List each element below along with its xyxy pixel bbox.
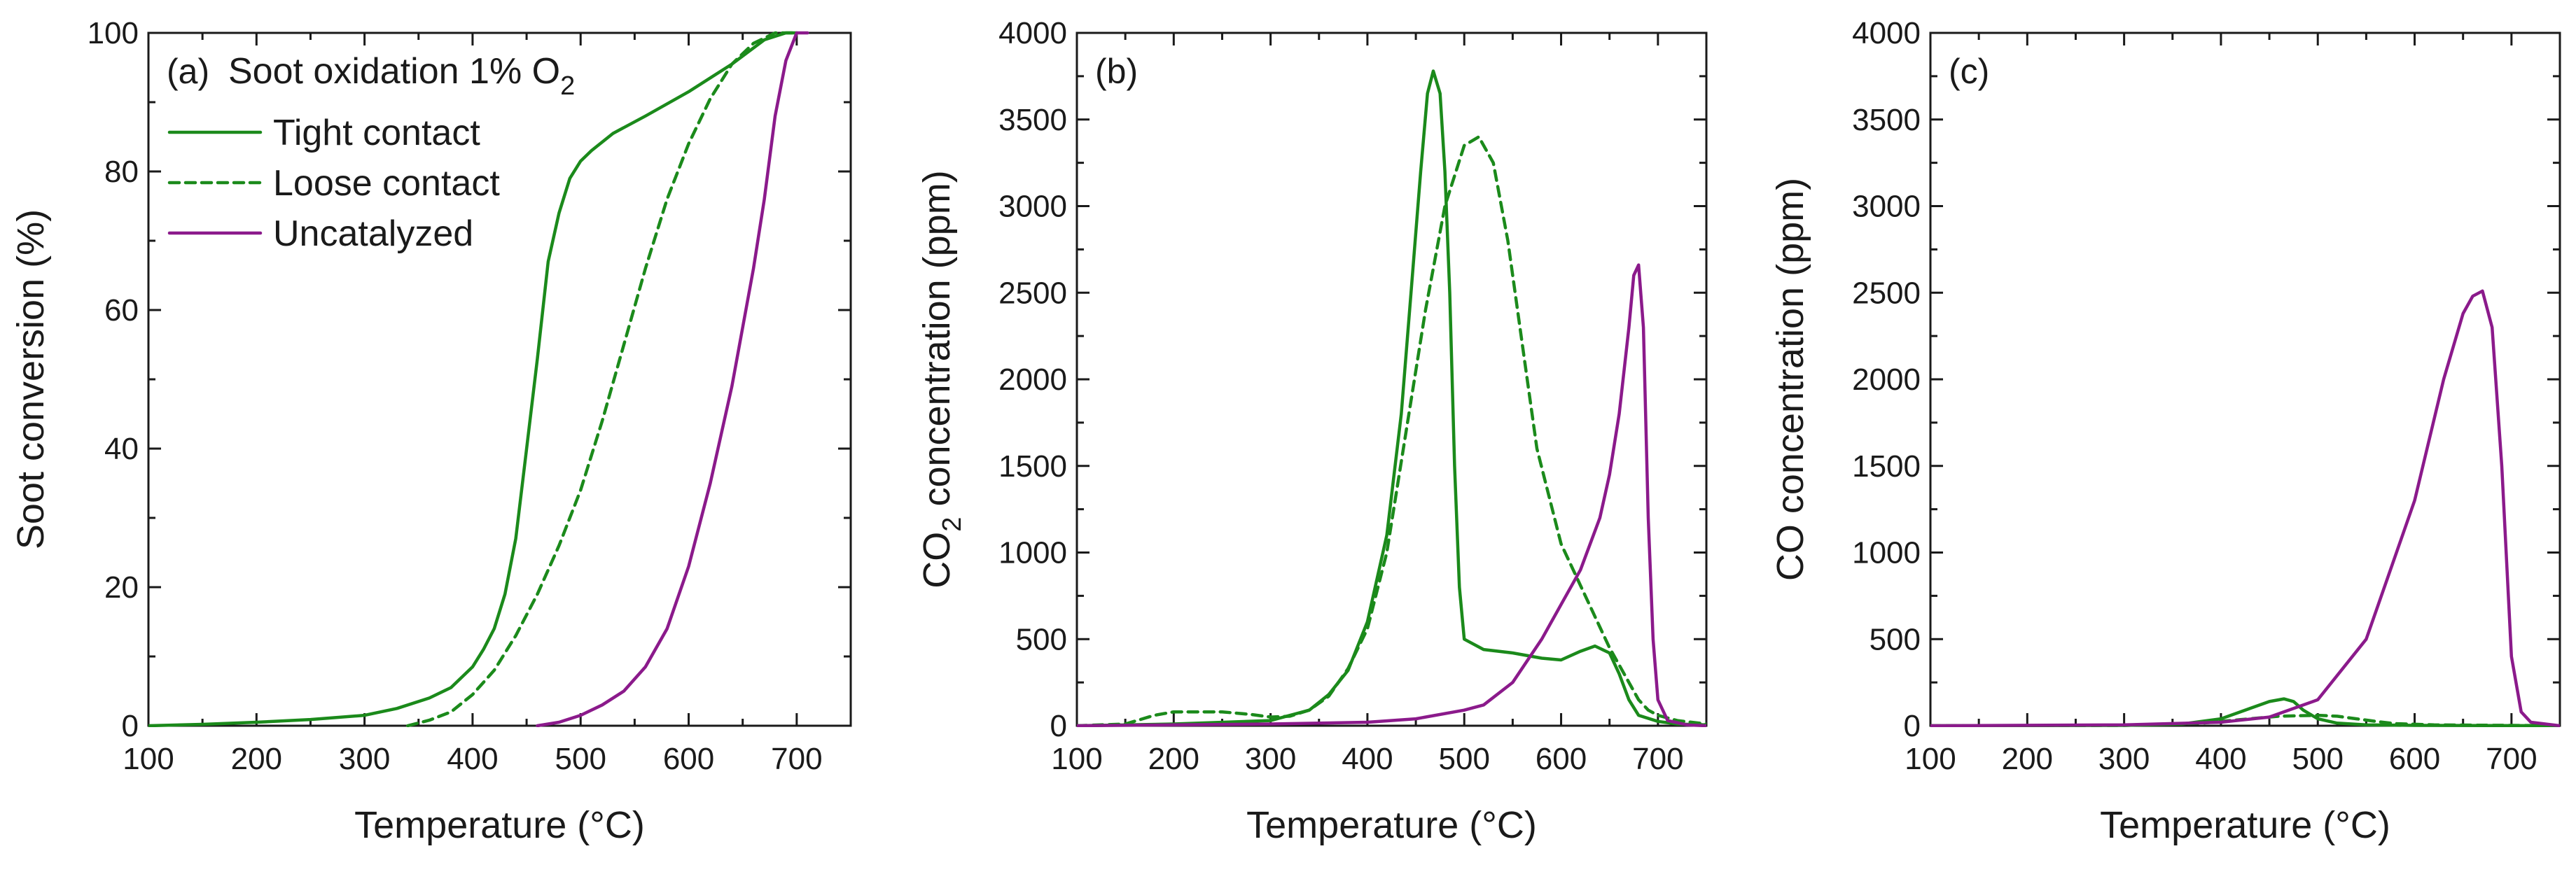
series-line-loose-contact — [406, 31, 799, 727]
y-tick-label: 1500 — [1852, 449, 1921, 484]
plot-frame — [1929, 31, 2561, 727]
series-line-uncatalyzed — [536, 31, 809, 727]
y-tick-label: 1500 — [998, 449, 1067, 484]
x-tick-label: 200 — [1148, 742, 1199, 776]
y-axis-title-subscript: 2 — [938, 517, 967, 532]
x-tick-label: 400 — [2195, 742, 2246, 776]
y-axis-title: CO2 concentration (ppm) — [916, 170, 967, 588]
y-tick-label: 2000 — [1852, 363, 1921, 397]
x-tick-label: 700 — [1632, 742, 1683, 776]
plot-frame — [1075, 31, 1708, 727]
x-tick-label: 400 — [447, 742, 498, 776]
panel-label: (a) — [167, 52, 209, 91]
y-tick-label: 3000 — [998, 190, 1067, 224]
legend-label: Loose contact — [273, 163, 500, 204]
series-line-loose-contact — [1077, 135, 1706, 727]
x-tick-label: 500 — [2292, 742, 2344, 776]
x-tick-label: 600 — [1536, 742, 1587, 776]
x-tick-label: 300 — [1245, 742, 1296, 776]
y-tick-label: 0 — [122, 709, 139, 743]
x-axis-title: Temperature (°C) — [354, 804, 645, 846]
x-axis-title: Temperature (°C) — [2100, 804, 2390, 846]
chart-title: Soot oxidation 1% O2 — [228, 51, 575, 101]
legend-label: Uncatalyzed — [273, 213, 473, 254]
y-axis-title: CO concentration (ppm) — [1769, 178, 1811, 581]
y-tick-label: 1000 — [998, 536, 1067, 570]
panel-c: 100 200 300 400 500 600 700 0 500 1000 1500 2000 250… — [1769, 16, 2561, 846]
series-line-loose-contact — [1930, 713, 2560, 727]
y-tick-label: 20 — [104, 570, 139, 605]
x-tick-label: 200 — [2002, 742, 2053, 776]
chart-title-main: Soot oxidation 1% O — [228, 51, 560, 92]
x-tick-label: 700 — [2486, 742, 2537, 776]
y-tick-label: 0 — [1904, 709, 1921, 743]
y-axis-title-rest: concentration (ppm) — [916, 170, 958, 516]
y-tick-label: 4000 — [998, 16, 1067, 50]
x-tick-label: 100 — [1051, 742, 1102, 776]
x-tick-label: 100 — [1905, 742, 1956, 776]
series-line-tight-contact — [1930, 697, 2560, 727]
legend-label: Tight contact — [273, 113, 480, 153]
x-tick-label: 600 — [663, 742, 714, 776]
series-line-uncatalyzed — [1930, 289, 2560, 727]
y-axis-title: Soot conversion (%) — [10, 209, 52, 549]
y-axis-title-main: CO — [916, 532, 958, 589]
series-line-tight-contact — [1077, 69, 1706, 727]
y-tick-label: 80 — [104, 155, 139, 189]
x-tick-label: 500 — [1439, 742, 1490, 776]
y-tick-label: 100 — [88, 16, 139, 50]
x-tick-label: 400 — [1342, 742, 1393, 776]
panel-label: (c) — [1949, 52, 1989, 91]
y-tick-label: 60 — [104, 293, 139, 328]
series-line-uncatalyzed — [1077, 263, 1706, 727]
y-tick-label: 3500 — [1852, 103, 1921, 137]
y-tick-label: 500 — [1870, 622, 1921, 656]
x-axis-title: Temperature (°C) — [1246, 804, 1537, 846]
y-tick-label: 40 — [104, 432, 139, 466]
panel-a: 100 200 300 400 500 600 700 0 20 40 60 80 100 Tempera… — [10, 16, 852, 846]
y-tick-label: 500 — [1016, 622, 1067, 656]
y-tick-label: 1000 — [1852, 536, 1921, 570]
chart-title-subscript: 2 — [560, 71, 575, 101]
x-tick-label: 300 — [2098, 742, 2150, 776]
panel-b: 100 200 300 400 500 600 700 0 500 1000 1500 2000 250… — [916, 16, 1708, 846]
panel-label: (b) — [1095, 52, 1138, 91]
plot-frame — [147, 31, 852, 727]
y-tick-label: 3000 — [1852, 190, 1921, 224]
x-tick-label: 500 — [555, 742, 606, 776]
x-tick-label: 100 — [123, 742, 174, 776]
x-tick-label: 200 — [231, 742, 282, 776]
y-tick-label: 2500 — [1852, 276, 1921, 310]
y-tick-label: 3500 — [998, 103, 1067, 137]
y-tick-label: 4000 — [1852, 16, 1921, 50]
y-tick-label: 2000 — [998, 363, 1067, 397]
x-tick-label: 700 — [771, 742, 822, 776]
x-tick-label: 600 — [2389, 742, 2440, 776]
series-line-tight-contact — [148, 31, 799, 727]
y-tick-label: 2500 — [998, 276, 1067, 310]
y-tick-label: 0 — [1050, 709, 1067, 743]
x-tick-label: 300 — [339, 742, 390, 776]
